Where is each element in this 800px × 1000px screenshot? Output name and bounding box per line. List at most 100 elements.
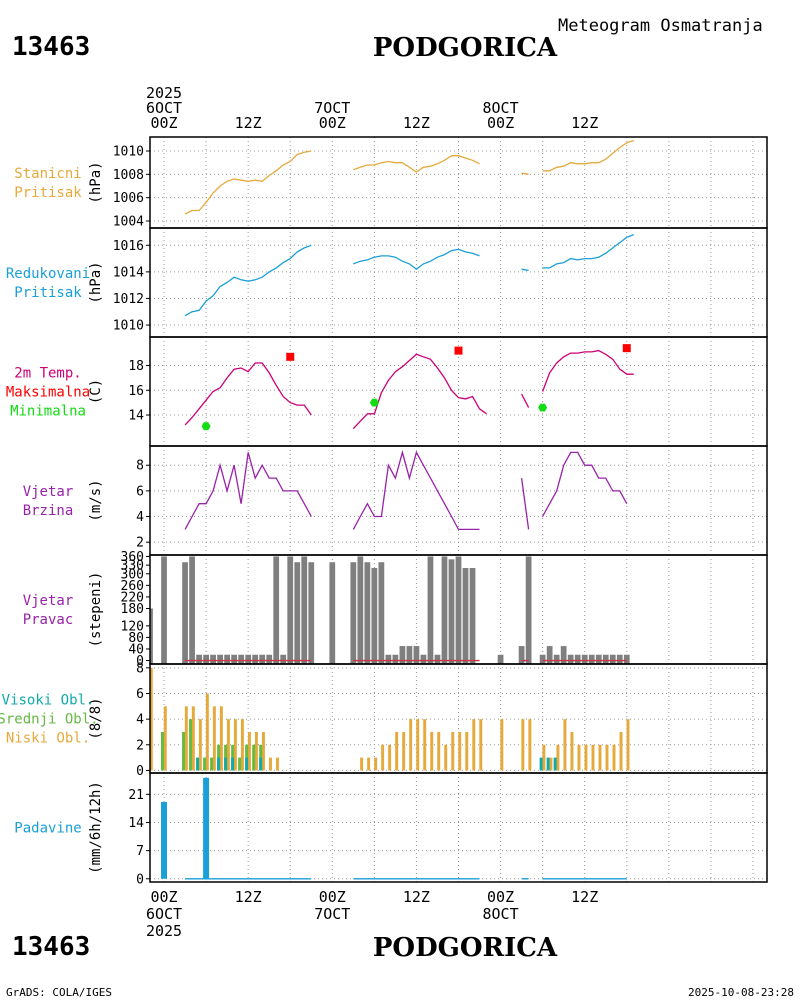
data-bar xyxy=(423,719,427,771)
top-axis-label: 7OCT xyxy=(314,99,350,117)
station-id-bottom: 13463 xyxy=(12,932,90,962)
data-bar xyxy=(210,757,214,771)
data-bar xyxy=(588,654,595,664)
data-bar xyxy=(427,556,434,664)
data-bar xyxy=(563,719,567,771)
series-line xyxy=(353,248,480,271)
data-bar xyxy=(301,556,308,664)
y-tick-label: 4 xyxy=(136,510,144,525)
series-line xyxy=(352,353,487,430)
y-unit-label: (hPa) xyxy=(88,261,104,303)
panel-label: Visoki Obl. xyxy=(2,693,95,709)
data-bar xyxy=(479,719,483,771)
y-tick-label: 6 xyxy=(136,687,144,702)
data-bar xyxy=(420,654,427,664)
series-line xyxy=(353,155,480,173)
data-bar xyxy=(395,731,399,771)
data-bar xyxy=(273,556,280,664)
panel-reduced_pressure: 1010 1012 1014 1016 (hPa)Redukovani Pritisak xyxy=(6,227,768,338)
data-bar xyxy=(570,731,574,771)
data-bar xyxy=(528,719,532,771)
data-bar xyxy=(392,654,399,664)
data-bar xyxy=(163,706,167,771)
y-tick-label: 300 xyxy=(121,567,144,582)
data-bar xyxy=(203,654,209,664)
y-tick-label: 0 xyxy=(136,764,144,779)
panel-label: Pritisak xyxy=(14,185,82,201)
data-bar xyxy=(430,731,434,771)
panel-label: Stanicni xyxy=(14,166,81,182)
y-tick-label: 220 xyxy=(121,590,144,605)
y-tick-label: 2 xyxy=(136,738,144,753)
data-bar xyxy=(205,693,209,771)
data-bar xyxy=(626,719,630,771)
y-tick-label: 7 xyxy=(136,844,144,859)
data-bar xyxy=(231,654,238,664)
data-bar xyxy=(196,654,202,664)
data-bar xyxy=(240,719,244,771)
data-bar xyxy=(556,744,560,771)
data-bar xyxy=(268,757,272,771)
panel-label: Padavine xyxy=(14,821,81,837)
data-bar xyxy=(546,646,553,664)
station-name-top: PODGORICA xyxy=(373,33,558,63)
bottom-axis-label: 12Z xyxy=(403,888,430,906)
bottom-axis-label: 6OCT xyxy=(146,905,182,923)
footer-credit: GrADS: COLA/IGES xyxy=(6,986,112,999)
top-axis-label: 00Z xyxy=(150,114,177,132)
tmax-marker xyxy=(286,352,295,361)
data-bar xyxy=(542,744,546,771)
y-tick-label: 14 xyxy=(128,409,144,424)
y-tick-label: 360 xyxy=(121,550,144,565)
top-axis-label: 2025 xyxy=(146,84,182,102)
data-bar xyxy=(275,757,279,771)
bottom-axis-label: 8OCT xyxy=(483,905,519,923)
y-tick-label: 1006 xyxy=(113,191,144,206)
data-bar xyxy=(574,654,581,664)
data-bar xyxy=(219,706,223,771)
y-tick-label: 80 xyxy=(128,631,144,646)
data-bar xyxy=(549,757,553,771)
data-bar xyxy=(553,757,557,771)
data-bar xyxy=(595,654,602,664)
data-bar xyxy=(441,556,448,664)
data-bar xyxy=(469,568,476,664)
series-line xyxy=(520,478,530,530)
y-tick-label: 1004 xyxy=(113,215,144,230)
data-bar xyxy=(210,654,216,664)
series-line xyxy=(184,452,312,530)
data-bar xyxy=(388,744,392,771)
panel-label: Vjetar xyxy=(23,593,74,609)
data-bar xyxy=(245,744,249,771)
series-line xyxy=(184,362,312,426)
data-bar xyxy=(217,757,221,771)
y-tick-label: 2 xyxy=(136,536,144,551)
data-bar xyxy=(329,562,336,664)
data-bar xyxy=(465,731,469,771)
data-bar xyxy=(458,731,462,771)
data-bar xyxy=(238,654,245,664)
data-bar xyxy=(247,731,251,771)
y-tick-label: 8 xyxy=(136,661,144,676)
series-line xyxy=(352,449,480,531)
tmax-marker xyxy=(454,346,463,355)
y-tick-label: 1008 xyxy=(113,168,144,183)
data-bar xyxy=(462,568,469,664)
data-bar xyxy=(161,801,168,879)
y-tick-label: 0 xyxy=(136,872,144,887)
data-bar xyxy=(150,667,153,771)
data-bar xyxy=(252,654,259,664)
top-axis-label: 12Z xyxy=(235,114,262,132)
data-bar xyxy=(371,568,378,664)
data-bar xyxy=(294,562,301,664)
panel-wind_speed: 2 4 6 8 (m/s) Vjetar Brzina xyxy=(23,445,768,556)
data-bar xyxy=(416,719,420,771)
top-axis-label: 12Z xyxy=(403,114,430,132)
data-bar xyxy=(161,556,167,664)
data-bar xyxy=(602,654,609,664)
y-tick-label: 18 xyxy=(128,359,144,374)
data-bar xyxy=(584,744,588,771)
data-bar xyxy=(182,731,185,771)
data-bar xyxy=(605,744,609,771)
